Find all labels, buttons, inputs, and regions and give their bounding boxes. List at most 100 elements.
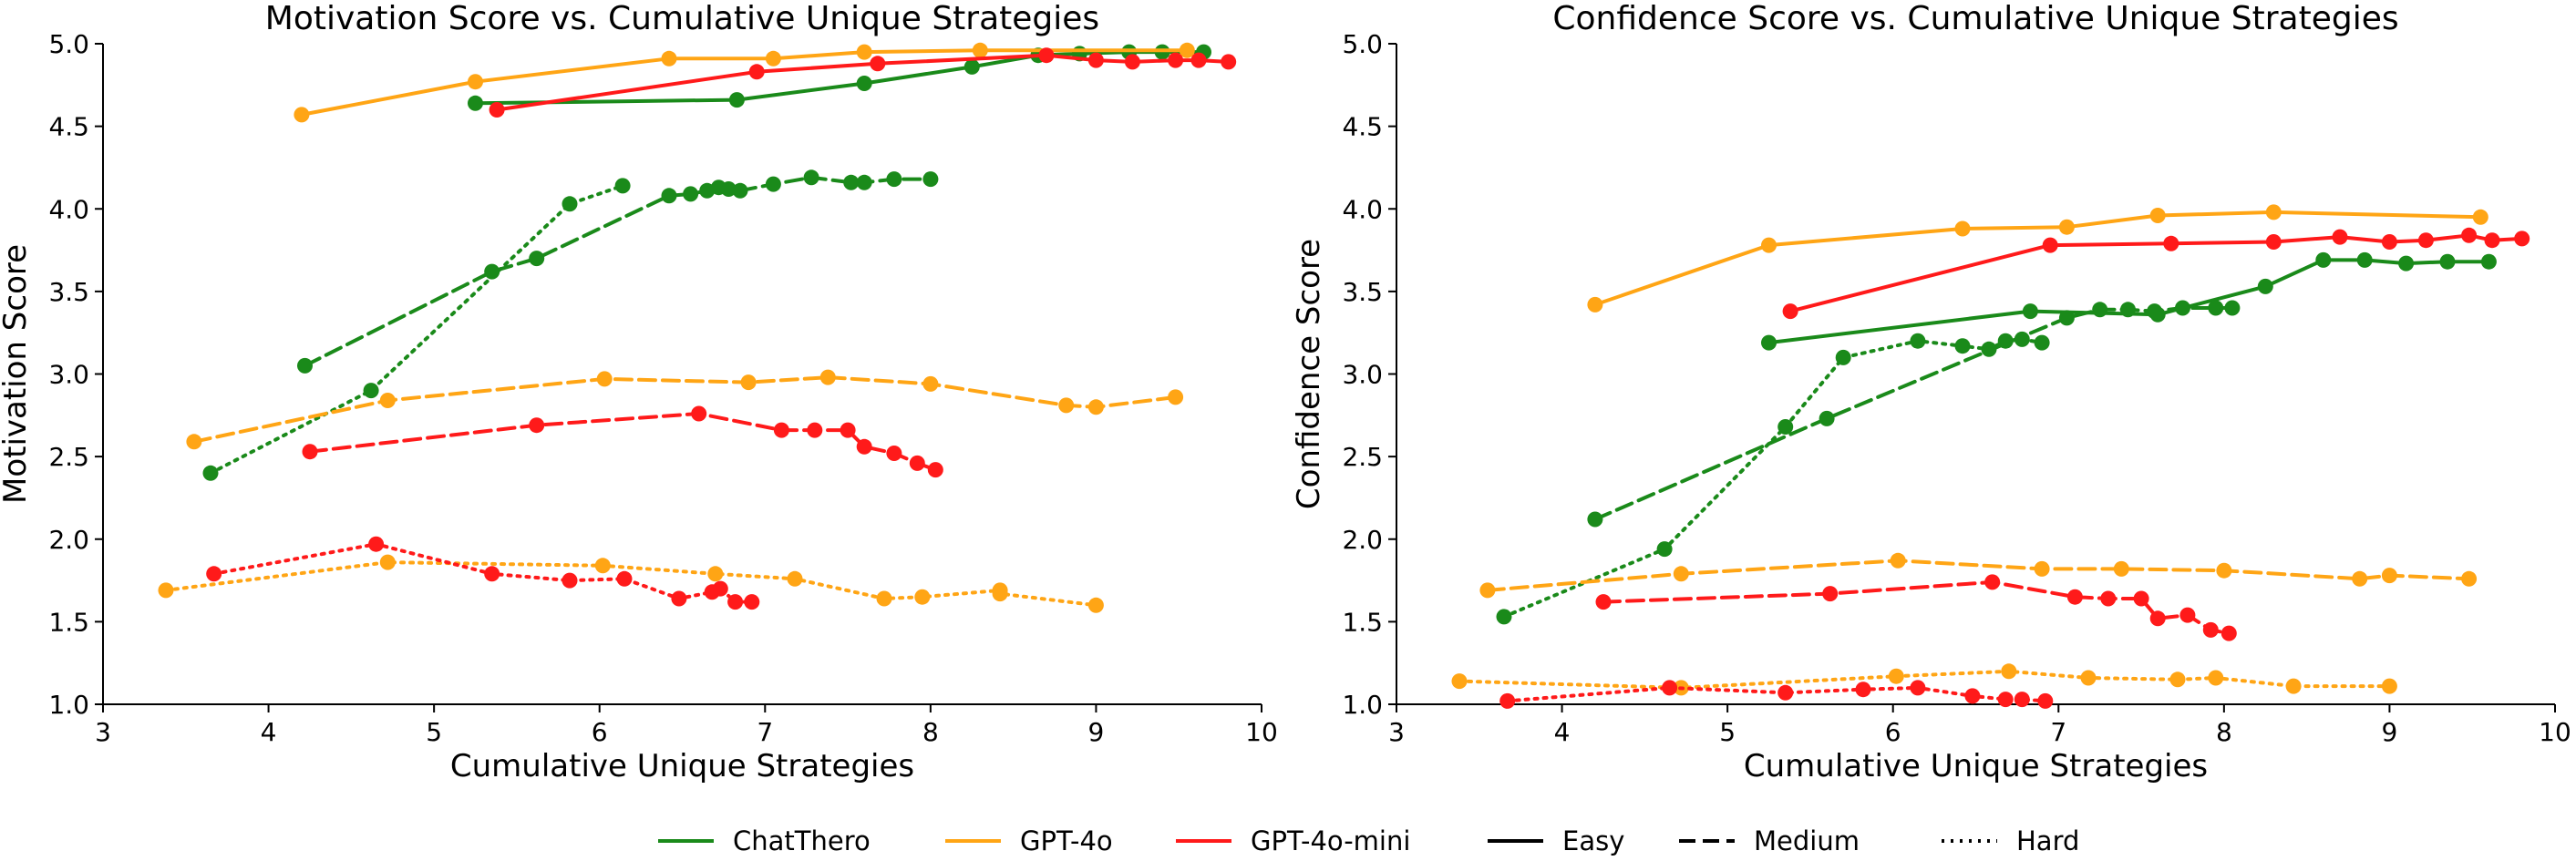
data-point-chatthero-easy bbox=[2315, 251, 2332, 268]
data-point-chatthero-medium bbox=[2224, 300, 2241, 316]
data-point-chatthero-hard bbox=[363, 383, 379, 399]
data-point-gpt-4o-easy bbox=[2058, 219, 2075, 235]
data-point-gpt-4o-mini-hard bbox=[2014, 692, 2030, 708]
confidence-chart-panel: Confidence Score vs. Cumulative Unique S… bbox=[1291, 0, 2571, 784]
data-point-gpt-4o-mini-hard bbox=[744, 594, 760, 610]
y-tick-label: 2.0 bbox=[48, 525, 89, 555]
y-tick-label: 5.0 bbox=[1342, 29, 1383, 59]
data-point-gpt-4o-mini-medium bbox=[886, 446, 902, 461]
data-point-chatthero-easy bbox=[963, 58, 980, 75]
data-point-chatthero-medium bbox=[661, 188, 677, 204]
series-line-gpt-4o-mini-hard bbox=[1505, 685, 2047, 703]
data-point-chatthero-easy bbox=[2257, 278, 2273, 294]
data-point-gpt-4o-hard bbox=[2381, 678, 2397, 694]
y-tick-label: 5.0 bbox=[48, 29, 89, 59]
y-tick-label: 3.0 bbox=[1342, 360, 1383, 390]
data-point-chatthero-medium bbox=[843, 174, 860, 190]
data-point-gpt-4o-medium bbox=[2461, 570, 2478, 587]
data-point-gpt-4o-mini-easy bbox=[1190, 52, 1207, 68]
data-point-gpt-4o-mini-easy bbox=[2484, 232, 2500, 249]
data-point-gpt-4o-mini-medium bbox=[2202, 621, 2219, 638]
data-point-gpt-4o-mini-medium bbox=[2149, 610, 2166, 627]
data-point-gpt-4o-mini-hard bbox=[2037, 692, 2054, 709]
data-point-chatthero-hard bbox=[1910, 333, 1926, 349]
data-point-gpt-4o-mini-easy bbox=[1038, 47, 1055, 64]
data-point-gpt-4o-mini-easy bbox=[1221, 54, 1237, 70]
data-point-gpt-4o-mini-medium bbox=[773, 422, 789, 438]
data-point-gpt-4o-easy bbox=[2149, 208, 2166, 223]
data-point-gpt-4o-hard bbox=[2285, 678, 2302, 694]
data-point-gpt-4o-medium bbox=[740, 374, 757, 391]
data-point-chatthero-medium bbox=[720, 181, 737, 197]
data-point-gpt-4o-mini-easy bbox=[2417, 232, 2434, 249]
legend-label: GPT-4o-mini bbox=[1251, 825, 1410, 856]
data-point-chatthero-medium bbox=[1819, 410, 1835, 426]
data-point-gpt-4o-mini-easy bbox=[870, 56, 886, 72]
data-point-chatthero-medium bbox=[683, 186, 699, 202]
y-tick-label: 3.0 bbox=[48, 360, 89, 390]
data-point-gpt-4o-easy bbox=[765, 50, 781, 67]
data-point-chatthero-hard bbox=[1997, 333, 2014, 349]
y-axis-label: Confidence Score bbox=[1291, 239, 1327, 509]
data-point-gpt-4o-mini-medium bbox=[2221, 625, 2237, 641]
data-point-gpt-4o-mini-medium bbox=[529, 417, 545, 434]
x-axis-label: Cumulative Unique Strategies bbox=[1744, 748, 2208, 784]
data-point-gpt-4o-easy bbox=[2265, 204, 2282, 220]
series-line-gpt-4o-mini-medium bbox=[1602, 579, 2231, 636]
x-tick-label: 7 bbox=[757, 717, 773, 747]
data-point-chatthero-medium bbox=[856, 174, 872, 190]
data-point-gpt-4o-mini-hard bbox=[1997, 692, 2014, 708]
series-line-gpt-4o-easy bbox=[299, 48, 1190, 117]
data-point-gpt-4o-mini-easy bbox=[748, 64, 765, 80]
data-point-gpt-4o-mini-easy bbox=[2163, 235, 2179, 251]
data-point-gpt-4o-medium bbox=[2113, 560, 2129, 577]
x-tick-label: 8 bbox=[2216, 717, 2232, 747]
data-point-gpt-4o-hard bbox=[2080, 670, 2097, 686]
data-point-gpt-4o-mini-easy bbox=[2042, 237, 2058, 253]
data-point-chatthero-easy bbox=[2480, 253, 2497, 270]
data-point-chatthero-easy bbox=[2439, 253, 2456, 270]
data-point-gpt-4o-mini-hard bbox=[1964, 688, 1981, 704]
y-tick-label: 3.5 bbox=[1342, 277, 1383, 307]
x-tick-label: 7 bbox=[2050, 717, 2066, 747]
y-tick-label: 2.5 bbox=[48, 442, 89, 472]
chart-title: Motivation Score vs. Cumulative Unique S… bbox=[265, 0, 1099, 37]
data-point-gpt-4o-medium bbox=[2352, 570, 2368, 587]
series-line-gpt-4o-mini-hard bbox=[211, 542, 754, 604]
data-point-gpt-4o-easy bbox=[468, 74, 483, 90]
series-line-gpt-4o-medium bbox=[191, 375, 1178, 444]
data-point-chatthero-medium bbox=[2120, 302, 2136, 318]
data-point-gpt-4o-medium bbox=[922, 375, 939, 392]
y-tick-label: 2.0 bbox=[1342, 525, 1383, 555]
x-tick-label: 6 bbox=[592, 717, 608, 747]
data-point-gpt-4o-mini-medium bbox=[1822, 586, 1839, 602]
data-point-gpt-4o-easy bbox=[2472, 209, 2488, 225]
data-point-gpt-4o-hard bbox=[992, 586, 1008, 602]
data-point-gpt-4o-mini-easy bbox=[2332, 229, 2348, 245]
data-point-gpt-4o-medium bbox=[379, 393, 396, 408]
y-tick-label: 1.0 bbox=[48, 690, 89, 720]
y-tick-label: 3.5 bbox=[48, 277, 89, 307]
data-point-chatthero-hard bbox=[614, 178, 631, 194]
data-point-chatthero-medium bbox=[803, 169, 819, 186]
data-point-gpt-4o-easy bbox=[1587, 296, 1603, 313]
data-point-gpt-4o-medium bbox=[1087, 399, 1104, 415]
data-point-chatthero-hard bbox=[1656, 541, 1673, 558]
data-point-gpt-4o-easy bbox=[972, 42, 988, 58]
data-point-gpt-4o-mini-easy bbox=[2381, 234, 2397, 250]
data-point-gpt-4o-mini-hard bbox=[671, 590, 687, 607]
data-point-gpt-4o-mini-hard bbox=[206, 566, 222, 582]
series-line-chatthero-hard bbox=[209, 183, 625, 476]
y-tick-label: 4.0 bbox=[48, 194, 89, 224]
data-point-gpt-4o-mini-hard bbox=[1910, 680, 1926, 696]
data-point-gpt-4o-easy bbox=[856, 44, 872, 60]
data-point-gpt-4o-mini-hard bbox=[1855, 682, 1871, 698]
data-point-chatthero-medium bbox=[2175, 300, 2190, 316]
data-point-chatthero-hard bbox=[1954, 338, 1971, 354]
data-point-chatthero-easy bbox=[1761, 334, 1777, 351]
y-tick-label: 1.5 bbox=[48, 607, 89, 637]
legend-label: Medium bbox=[1754, 825, 1860, 856]
data-point-gpt-4o-mini-easy bbox=[2265, 234, 2282, 250]
data-point-gpt-4o-medium bbox=[1479, 582, 1496, 599]
data-point-chatthero-medium bbox=[2147, 303, 2163, 320]
